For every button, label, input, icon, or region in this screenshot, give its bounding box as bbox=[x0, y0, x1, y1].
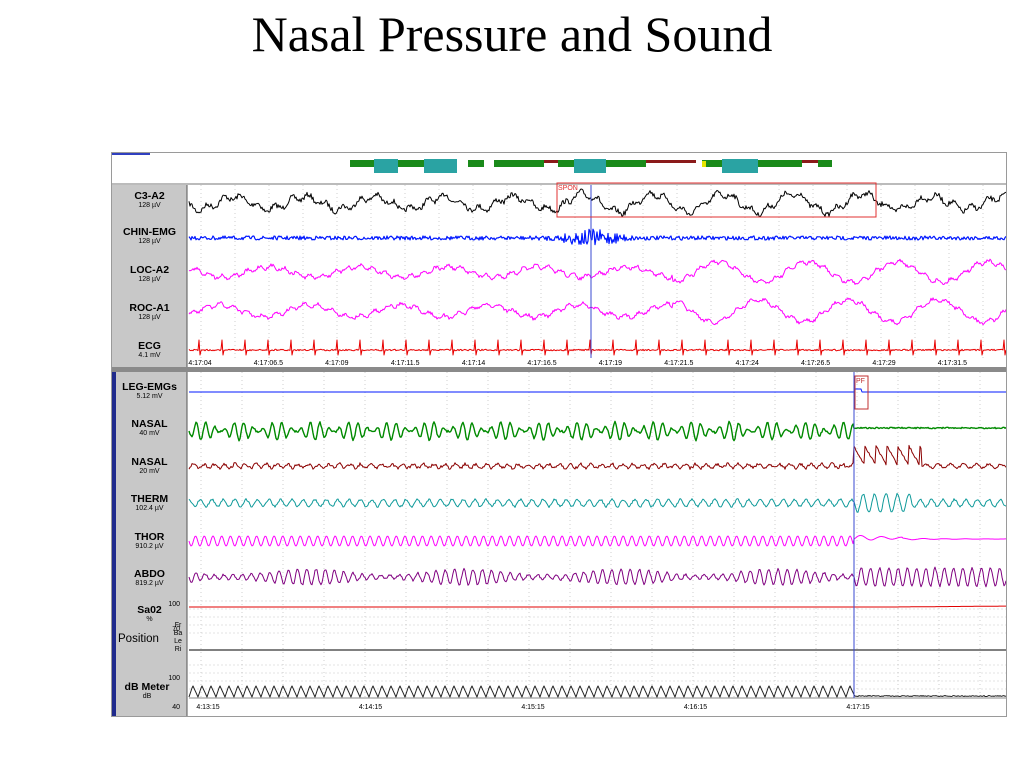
resp-label-column bbox=[112, 372, 187, 716]
channel-label-loc-a2[interactable]: LOC-A2 128 µV bbox=[129, 264, 170, 284]
eeg-time-tick: 4:17:31.5 bbox=[938, 360, 967, 367]
sleep-stage-segment bbox=[350, 160, 374, 167]
resp-grid bbox=[189, 372, 1006, 699]
loc-a2-trace bbox=[188, 258, 1007, 285]
sao2-scale-top: 100 bbox=[168, 601, 180, 608]
eeg-label-column bbox=[112, 185, 187, 367]
sleep-stage-segment bbox=[702, 160, 722, 167]
eeg-time-tick: 4:17:16.5 bbox=[527, 360, 556, 367]
sleep-stage-segment bbox=[398, 160, 424, 167]
sleep-stage-segment bbox=[424, 159, 457, 173]
channel-label-nasal-40[interactable]: NASAL 40 mV bbox=[131, 418, 168, 438]
sao2-scale-bottom: 70 bbox=[172, 626, 180, 633]
ecg-trace bbox=[188, 339, 1007, 356]
pf-event-label: PF bbox=[856, 378, 865, 385]
channel-label-thor[interactable]: THOR 910.2 µV bbox=[134, 531, 165, 551]
eeg-time-tick: 4:17:04 bbox=[188, 360, 211, 367]
arousal-event-label: SPON bbox=[558, 185, 578, 192]
channel-label-ecg[interactable]: ECG 4.1 mV bbox=[138, 340, 161, 360]
c3a2-trace bbox=[188, 188, 1007, 218]
db-scale-bottom: 40 bbox=[172, 704, 180, 711]
resp-time-tick: 4:13:15 bbox=[196, 704, 219, 711]
eeg-time-tick: 4:17:19 bbox=[599, 360, 622, 367]
eeg-time-tick: 4:17:06.5 bbox=[254, 360, 283, 367]
resp-traces bbox=[188, 388, 1007, 698]
db-meter-trace bbox=[188, 685, 1007, 698]
roc-a1-trace bbox=[188, 297, 1007, 326]
sleep-stage-segment bbox=[606, 160, 646, 167]
channel-label-nasal-20[interactable]: NASAL 20 mV bbox=[131, 456, 168, 476]
panel-divider[interactable] bbox=[112, 367, 1006, 372]
sleep-stage-segment bbox=[544, 160, 558, 163]
sao2-trace bbox=[189, 605, 1006, 608]
sleep-stage-segment bbox=[758, 160, 802, 167]
therm-trace bbox=[188, 493, 1007, 513]
eeg-time-tick: 4:17:11.5 bbox=[391, 360, 420, 367]
resp-time-tick: 4:14:15 bbox=[359, 704, 382, 711]
channel-label-therm[interactable]: THERM 102.4 µV bbox=[130, 493, 169, 513]
nasal-20-trace bbox=[188, 444, 1007, 470]
resp-time-axis: 4:13:154:14:154:15:154:16:154:17:154:18:… bbox=[196, 704, 1024, 711]
sleep-stage-segment bbox=[802, 160, 818, 163]
db-scale-top: 100 bbox=[168, 675, 180, 682]
arousal-event-box[interactable] bbox=[556, 182, 877, 218]
pf-event-box[interactable] bbox=[854, 375, 869, 410]
eeg-time-tick: 4:17:09 bbox=[325, 360, 348, 367]
eeg-time-tick: 4:17:24 bbox=[736, 360, 759, 367]
eeg-time-tick: 4:17:26.5 bbox=[801, 360, 830, 367]
eeg-time-axis: 4:17:04 4:17:06.5 4:17:09 4:17:11.5 4:17:14 4… bbox=[188, 358, 1006, 367]
chin-emg-trace bbox=[188, 228, 1007, 246]
channel-label-roc-a1[interactable]: ROC-A1 128 µV bbox=[129, 302, 170, 322]
channel-label-leg-emgs[interactable]: LEG-EMGs 5.12 mV bbox=[122, 381, 177, 401]
sleep-stage-segment bbox=[722, 159, 758, 173]
resp-panel-selector[interactable] bbox=[112, 372, 116, 716]
slide-title: Nasal Pressure and Sound bbox=[251, 6, 773, 62]
resp-time-tick: 4:15:15 bbox=[521, 704, 544, 711]
resp-time-tick: 4:17:15 bbox=[846, 704, 869, 711]
abdo-trace bbox=[188, 566, 1007, 588]
channel-label-chin-emg[interactable]: CHIN-EMG 128 µV bbox=[122, 226, 177, 246]
sleep-stage-segment bbox=[494, 160, 544, 167]
sleep-stage-segment bbox=[574, 159, 606, 173]
psg-recording-canvas: SPON PF 4:17:04 4:17:06.5 4:17:09 4:17:11.5… bbox=[112, 153, 1024, 716]
channel-label-sao2[interactable]: Sa02% bbox=[137, 604, 162, 624]
sleep-stage-strip bbox=[112, 153, 1006, 185]
eeg-time-tick: 4:17:29 bbox=[872, 360, 895, 367]
channel-label-position[interactable]: Position bbox=[118, 633, 159, 645]
channel-label-c3a2[interactable]: C3-A2 128 µV bbox=[134, 190, 165, 210]
position-levels: Fr Ba Le Ri bbox=[173, 622, 183, 653]
sleep-stage-segment bbox=[818, 160, 832, 167]
eeg-time-tick: 4:17:14 bbox=[462, 360, 485, 367]
sleep-stage-segment bbox=[558, 160, 574, 167]
nasal-40-trace bbox=[188, 420, 1007, 442]
channel-label-abdo[interactable]: ABDO 819.2 µV bbox=[134, 568, 165, 588]
eeg-grid bbox=[200, 185, 984, 363]
sleep-stage-segment bbox=[646, 160, 696, 163]
leg-emg-trace bbox=[189, 388, 1006, 393]
channel-label-db-meter[interactable]: dB Meter dB bbox=[124, 681, 170, 701]
resp-time-tick: 4:16:15 bbox=[684, 704, 707, 711]
thor-trace bbox=[188, 535, 1006, 547]
psg-viewer-window: SPON PF 4:17:04 4:17:06.5 4:17:09 4:17:11.5… bbox=[111, 152, 1024, 717]
sleep-stage-segment bbox=[468, 160, 484, 167]
sleep-stage-segment bbox=[374, 159, 398, 173]
eeg-time-tick: 4:17:21.5 bbox=[664, 360, 693, 367]
eeg-traces bbox=[188, 188, 1007, 356]
